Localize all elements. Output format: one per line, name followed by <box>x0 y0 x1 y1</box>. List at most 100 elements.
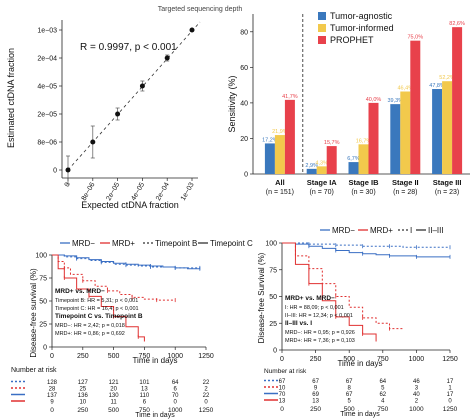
risk-table-x-label: Time in days <box>340 411 380 418</box>
risk-x-tick-label: 750 <box>139 407 150 414</box>
risk-count: 5 <box>381 386 385 392</box>
hazard-ratio-annotation: MRD+ vs. MRD− <box>285 295 335 302</box>
bar-value-label: 6,7% <box>347 156 360 162</box>
risk-count: 110 <box>140 393 150 399</box>
bar-value-label: 39,3% <box>387 98 403 104</box>
x-axis-label: Expected ctDNA fraction <box>81 200 179 210</box>
x-tick-label: 8e−06 <box>81 181 97 202</box>
bar-value-label: 2,9% <box>305 163 318 169</box>
panel-correlation: Targeted sequencing depth R = 0.9997, p … <box>6 6 242 210</box>
category-n-label: (n = 28) <box>393 189 417 196</box>
survival-curve <box>52 254 145 342</box>
bar-value-label: 46,4% <box>397 86 413 92</box>
risk-count: 67 <box>279 379 286 385</box>
risk-x-tick-label: 500 <box>344 406 355 413</box>
x-tick-label: 0 <box>50 353 54 360</box>
x-tick-label: 0 <box>280 356 284 363</box>
x-tick-label: 250 <box>77 353 89 360</box>
x-tick-label: 2e−04 <box>155 181 171 202</box>
risk-count: 8 <box>348 386 352 392</box>
bar <box>264 143 275 174</box>
x-tick-label: 1e−03 <box>180 181 196 202</box>
risk-count: 0 <box>174 400 178 406</box>
x-tick-label: 250 <box>310 356 322 363</box>
risk-x-tick-label: 250 <box>310 406 321 413</box>
risk-count: 6 <box>174 387 178 393</box>
risk-count: 70 <box>279 392 286 398</box>
bar <box>452 27 463 175</box>
hazard-ratio-annotation: II–III vs. I <box>285 320 312 327</box>
risk-count: 9 <box>50 400 54 406</box>
bar <box>368 102 379 174</box>
x-tick-label: 1250 <box>442 356 458 363</box>
bar <box>274 135 285 174</box>
y-axis-label: Estimated ctDNA fraction <box>6 48 16 148</box>
y-tick-label: 2e−05 <box>37 112 57 119</box>
hazard-ratio-annotation: II–III: HR = 12,34; p < 0,001 <box>285 313 353 319</box>
y-axis-label: Disease-free survival (%) <box>29 268 38 358</box>
risk-count: 9 <box>314 386 318 392</box>
risk-count: 22 <box>203 380 210 386</box>
bar <box>284 99 295 174</box>
data-point <box>164 55 170 61</box>
risk-table-title: Number at risk <box>11 367 57 374</box>
risk-count: 28 <box>49 387 56 393</box>
risk-table-x-label: Time in days <box>135 412 175 419</box>
risk-count: 136 <box>78 393 89 399</box>
x-tick-label: 1000 <box>409 356 425 363</box>
bar <box>390 104 401 174</box>
x-tick-label: 0 <box>64 181 72 188</box>
risk-count: 67 <box>346 392 353 398</box>
x-tick-label: 500 <box>343 356 355 363</box>
risk-count: 25 <box>79 387 86 393</box>
category-label: Stage IB <box>348 178 379 187</box>
risk-count: 121 <box>109 380 120 386</box>
risk-count: 3 <box>415 386 419 392</box>
legend-label: Tumor-informed <box>330 23 394 33</box>
category-n-label: (n = 30) <box>351 189 375 196</box>
bar <box>358 144 369 174</box>
risk-x-tick-label: 1000 <box>409 406 424 413</box>
data-point <box>115 111 121 117</box>
bar <box>410 40 421 174</box>
y-tick-label: 80 <box>240 29 248 36</box>
risk-table-title: Number at risk <box>264 368 307 375</box>
bar <box>326 146 337 174</box>
bar-value-label: 82,6% <box>449 21 465 27</box>
hazard-ratio-annotation: MRD+: HR = 7,36; p = 0,103 <box>285 338 355 344</box>
data-point <box>65 167 71 173</box>
legend-swatch <box>318 24 326 32</box>
survival-curve <box>282 242 450 248</box>
x-tick-label: 750 <box>377 356 389 363</box>
x-tick-label: 750 <box>139 353 151 360</box>
risk-count: 69 <box>312 392 319 398</box>
y-tick-label: 0 <box>273 348 277 355</box>
risk-count: 22 <box>203 393 210 399</box>
category-label: Stage II <box>392 178 419 187</box>
risk-count: 17 <box>447 379 454 385</box>
risk-count: 13 <box>279 399 286 405</box>
category-n-label: (n = 151) <box>266 189 294 196</box>
panel-a-top-label: Targeted sequencing depth <box>158 6 243 13</box>
legend-label: PROPHET <box>330 35 374 45</box>
y-tick-label: 75 <box>39 276 47 283</box>
risk-count: 2 <box>204 387 208 393</box>
survival-curve <box>52 254 176 301</box>
risk-x-tick-label: 1250 <box>443 406 458 413</box>
x-axis-label: Time in days <box>132 356 177 365</box>
hazard-ratio-annotation: MRD+: HR = 0,86; p = 0,692 <box>55 331 125 337</box>
y-tick-label: 75 <box>269 267 277 274</box>
panel-km-timepoints: Disease-free survival (%) Time in days N… <box>11 239 253 419</box>
bar-value-label: 16,7% <box>356 138 372 144</box>
data-point <box>90 139 96 145</box>
risk-x-tick-label: 750 <box>377 406 388 413</box>
y-tick-label: 0 <box>53 168 57 175</box>
risk-x-tick-label: 0 <box>50 407 54 414</box>
risk-count: 17 <box>447 392 454 398</box>
risk-count: 0 <box>204 400 208 406</box>
risk-count: 6 <box>143 400 147 406</box>
hazard-ratio-annotation: MRD−: HR = 2,42; p = 0,018 <box>55 323 125 329</box>
risk-count: 64 <box>379 379 386 385</box>
hazard-ratio-annotation: Timepoint B: HR = 5,31; p < 0,001 <box>55 298 138 304</box>
